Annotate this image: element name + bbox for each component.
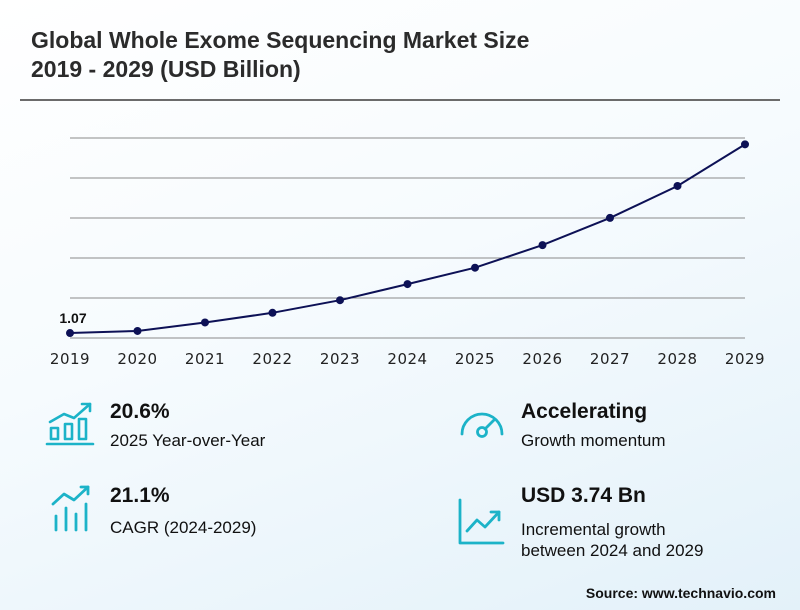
data-point-2019 — [66, 329, 74, 338]
data-point-2026 — [538, 241, 547, 250]
grid-lines — [70, 137, 745, 339]
bar-chart-growth-icon — [45, 402, 95, 446]
x-tick-2026: 2026 — [522, 350, 562, 368]
x-tick-2025: 2025 — [455, 350, 495, 368]
data-point-2027 — [606, 213, 614, 222]
data-point-2028 — [673, 181, 682, 190]
x-tick-2022: 2022 — [252, 350, 292, 368]
speedometer-icon — [460, 412, 504, 438]
data-point-2029 — [741, 140, 749, 149]
data-point-2020 — [133, 326, 142, 335]
data-point-2024 — [403, 280, 412, 289]
growth-chart-icon — [458, 498, 505, 545]
stat-momentum-label: Growth momentum — [521, 431, 666, 450]
stat-incremental-label: Incremental growth between 2024 and 2029 — [521, 519, 703, 561]
x-tick-2023: 2023 — [320, 350, 360, 368]
x-axis-ticks: 2019 2020 2021 2022 2023 2024 2025 2026 2027 2028… — [50, 350, 765, 368]
series-line — [69, 143, 746, 334]
title-divider — [20, 99, 780, 101]
data-labels: 1.07 — [59, 310, 86, 326]
data-point-2021 — [201, 318, 209, 327]
x-tick-2024: 2024 — [387, 350, 427, 368]
x-tick-2028: 2028 — [657, 350, 697, 368]
line-chart: 2019 2020 2021 2022 2023 2024 2025 2026 2027 2028… — [50, 137, 765, 368]
data-point-2025 — [471, 263, 479, 272]
chart-title: Global Whole Exome Sequencing Market Siz… — [31, 26, 529, 84]
source-credit: Source: www.technavio.com — [585, 585, 776, 601]
x-tick-2021: 2021 — [185, 350, 225, 368]
data-point-2023 — [336, 296, 344, 305]
stat-yoy-label: 2025 Year-over-Year — [110, 431, 266, 450]
stat-incremental-value: USD 3.74 Bn — [521, 484, 646, 507]
data-point-2022 — [268, 308, 277, 317]
x-tick-2020: 2020 — [117, 350, 157, 368]
stat-momentum-value: Accelerating — [521, 400, 648, 423]
trend-bars-icon — [51, 485, 90, 532]
data-points — [66, 140, 749, 338]
x-tick-2027: 2027 — [590, 350, 630, 368]
stat-cagr-value: 21.1% — [110, 484, 170, 507]
stat-incremental-label-line-1: Incremental growth — [521, 520, 666, 539]
x-tick-2029: 2029 — [725, 350, 765, 368]
stat-incremental-label-line-2: between 2024 and 2029 — [521, 541, 704, 560]
x-tick-2019: 2019 — [50, 350, 90, 368]
title-line-1: Global Whole Exome Sequencing Market Siz… — [31, 27, 530, 53]
stat-cagr-label: CAGR (2024-2029) — [110, 518, 257, 537]
title-line-2: 2019 - 2029 (USD Billion) — [31, 56, 301, 82]
stat-yoy-value: 20.6% — [110, 400, 170, 423]
data-label-2019: 1.07 — [59, 310, 86, 326]
